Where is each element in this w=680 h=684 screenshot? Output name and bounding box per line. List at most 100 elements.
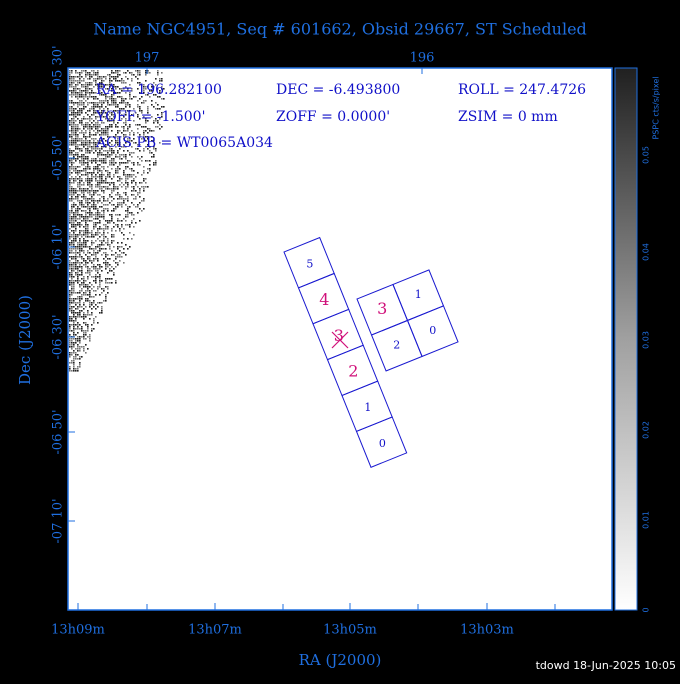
noise-pixel <box>121 186 123 188</box>
noise-pixel <box>123 238 125 240</box>
noise-pixel <box>81 220 83 222</box>
noise-pixel <box>85 220 87 222</box>
noise-pixel <box>99 274 101 276</box>
noise-pixel <box>69 158 71 160</box>
noise-pixel <box>109 196 111 198</box>
noise-pixel <box>149 90 151 92</box>
noise-pixel <box>91 232 93 234</box>
noise-pixel <box>73 330 75 332</box>
noise-pixel <box>151 84 153 86</box>
noise-pixel <box>71 114 73 116</box>
noise-pixel <box>109 248 111 250</box>
noise-pixel <box>97 154 99 156</box>
noise-pixel <box>89 184 91 186</box>
noise-pixel <box>105 100 107 102</box>
noise-pixel <box>75 266 77 268</box>
noise-pixel <box>99 160 101 162</box>
noise-pixel <box>81 120 83 122</box>
noise-pixel <box>147 94 149 96</box>
noise-pixel <box>121 88 123 90</box>
noise-pixel <box>83 184 85 186</box>
noise-pixel <box>127 128 129 130</box>
noise-pixel <box>105 286 107 288</box>
noise-pixel <box>69 310 71 312</box>
noise-pixel <box>69 370 71 372</box>
noise-pixel <box>91 92 93 94</box>
noise-pixel <box>99 154 101 156</box>
noise-pixel <box>117 194 119 196</box>
noise-pixel <box>79 202 81 204</box>
noise-pixel <box>75 158 77 160</box>
noise-pixel <box>125 112 127 114</box>
noise-pixel <box>83 312 85 314</box>
noise-pixel <box>117 242 119 244</box>
noise-pixel <box>93 208 95 210</box>
noise-pixel <box>127 110 129 112</box>
noise-pixel <box>73 216 75 218</box>
noise-pixel <box>93 170 95 172</box>
noise-pixel <box>79 156 81 158</box>
noise-pixel <box>125 156 127 158</box>
noise-pixel <box>69 318 71 320</box>
noise-pixel <box>95 254 97 256</box>
noise-pixel <box>95 80 97 82</box>
noise-pixel <box>113 114 115 116</box>
noise-pixel <box>91 220 93 222</box>
noise-pixel <box>145 146 147 148</box>
noise-pixel <box>91 304 93 306</box>
noise-pixel <box>77 314 79 316</box>
noise-pixel <box>93 160 95 162</box>
noise-pixel <box>103 116 105 118</box>
noise-pixel <box>73 244 75 246</box>
noise-pixel <box>113 176 115 178</box>
noise-pixel <box>75 256 77 258</box>
noise-pixel <box>87 200 89 202</box>
noise-pixel <box>69 162 71 164</box>
noise-pixel <box>81 282 83 284</box>
noise-pixel <box>141 160 143 162</box>
noise-pixel <box>87 86 89 88</box>
noise-pixel <box>83 246 85 248</box>
noise-pixel <box>107 228 109 230</box>
noise-pixel <box>75 234 77 236</box>
noise-pixel <box>73 236 75 238</box>
noise-pixel <box>93 110 95 112</box>
noise-pixel <box>97 98 99 100</box>
noise-pixel <box>85 126 87 128</box>
noise-pixel <box>155 78 157 80</box>
noise-pixel <box>75 348 77 350</box>
noise-pixel <box>151 130 153 132</box>
noise-pixel <box>81 278 83 280</box>
noise-pixel <box>127 238 129 240</box>
noise-pixel <box>69 218 71 220</box>
noise-pixel <box>127 210 129 212</box>
noise-pixel <box>113 86 115 88</box>
noise-pixel <box>89 260 91 262</box>
noise-pixel <box>85 158 87 160</box>
noise-pixel <box>111 118 113 120</box>
noise-pixel <box>109 244 111 246</box>
noise-pixel <box>97 122 99 124</box>
noise-pixel <box>69 82 71 84</box>
noise-pixel <box>89 306 91 308</box>
noise-pixel <box>85 156 87 158</box>
noise-pixel <box>103 232 105 234</box>
noise-pixel <box>93 144 95 146</box>
noise-pixel <box>81 326 83 328</box>
noise-pixel <box>75 124 77 126</box>
noise-pixel <box>97 228 99 230</box>
left-tick-label: -05 30' <box>51 45 66 90</box>
noise-pixel <box>135 76 137 78</box>
noise-pixel <box>143 188 145 190</box>
noise-pixel <box>137 116 139 118</box>
noise-pixel <box>73 116 75 118</box>
noise-pixel <box>73 226 75 228</box>
noise-pixel <box>85 294 87 296</box>
noise-pixel <box>73 168 75 170</box>
noise-pixel <box>93 318 95 320</box>
noise-pixel <box>87 230 89 232</box>
noise-pixel <box>107 226 109 228</box>
noise-pixel <box>119 102 121 104</box>
noise-pixel <box>125 136 127 138</box>
noise-pixel <box>73 166 75 168</box>
